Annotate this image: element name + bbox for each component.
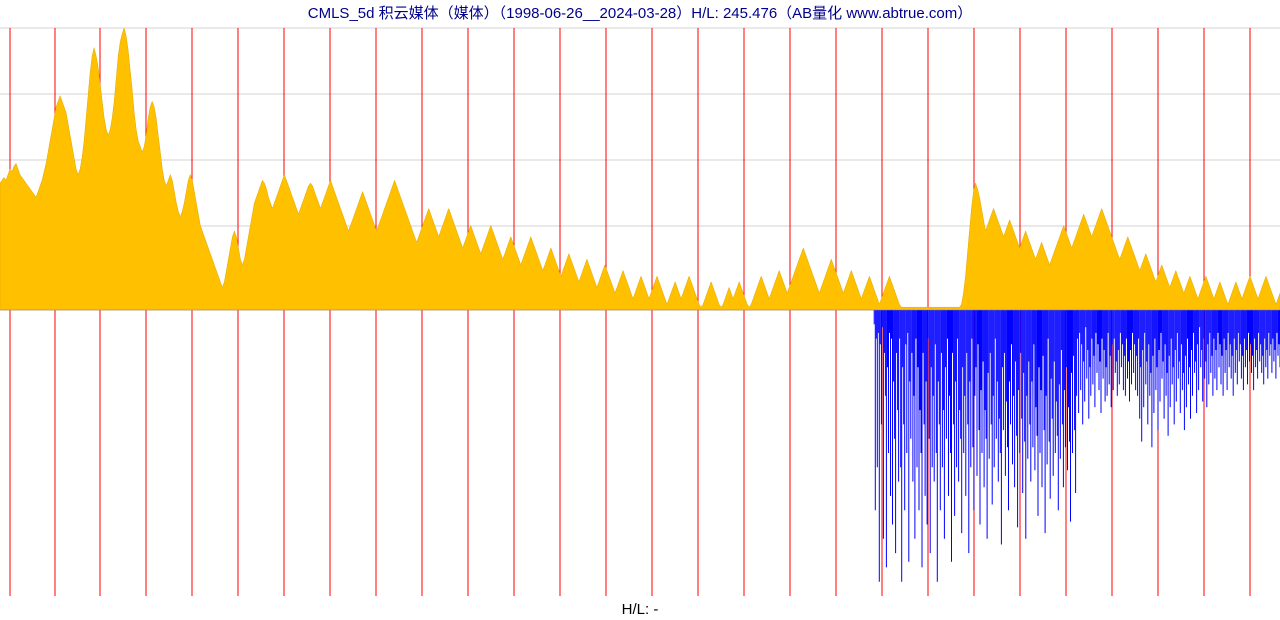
chart-container: CMLS_5d 积云媒体（媒体）（1998-06-26__2024-03-28）… xyxy=(0,0,1280,620)
chart-svg xyxy=(0,0,1280,620)
chart-footer: H/L: - xyxy=(0,601,1280,618)
